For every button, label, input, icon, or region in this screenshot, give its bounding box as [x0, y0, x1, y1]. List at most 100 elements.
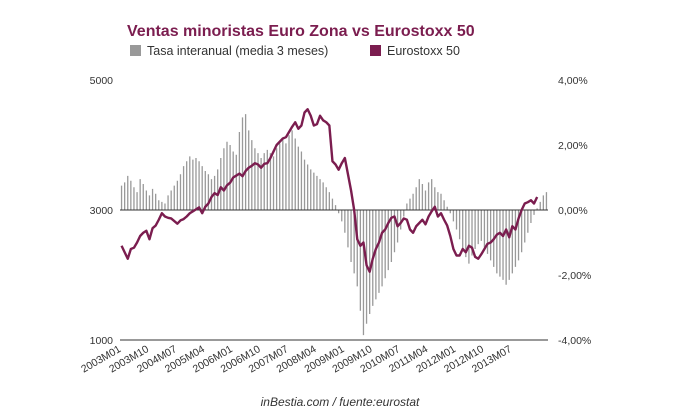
bar	[443, 200, 445, 210]
bar	[226, 141, 228, 210]
right-tick-label: 2,00%	[558, 140, 588, 152]
bar	[505, 210, 507, 285]
legend-swatch-eurostoxx	[370, 45, 381, 56]
bar	[310, 169, 312, 211]
bar	[347, 210, 349, 248]
bar	[158, 200, 160, 210]
bar	[263, 153, 265, 211]
bar	[409, 198, 411, 211]
bar	[359, 210, 362, 311]
bar	[350, 210, 352, 262]
bar	[446, 206, 448, 210]
bar	[452, 210, 455, 222]
bar	[164, 203, 166, 210]
bar	[173, 185, 175, 211]
bar	[412, 193, 414, 210]
bar	[124, 182, 126, 211]
bar	[322, 182, 324, 211]
bar	[418, 179, 420, 211]
bar	[210, 179, 213, 211]
bar	[136, 192, 138, 211]
bar	[539, 201, 541, 211]
bar	[189, 156, 191, 211]
bar	[334, 205, 337, 211]
bar	[415, 187, 417, 210]
bar	[328, 192, 330, 211]
bar	[536, 208, 538, 211]
bar	[269, 153, 272, 211]
bar	[161, 201, 163, 211]
bar	[356, 210, 358, 287]
bar	[313, 172, 315, 211]
bar	[303, 159, 306, 211]
bar	[145, 190, 148, 210]
bar	[195, 158, 197, 210]
bar	[527, 210, 529, 233]
bar	[217, 169, 219, 211]
bar	[502, 210, 504, 280]
bar	[244, 114, 247, 211]
right-tick-label: -4,00%	[558, 335, 591, 347]
bar	[319, 179, 321, 211]
bar	[179, 174, 182, 210]
bar	[192, 159, 194, 211]
bar	[514, 210, 517, 267]
bar	[406, 203, 408, 210]
bar	[148, 195, 151, 211]
bar	[462, 210, 464, 249]
bar	[471, 210, 473, 256]
bar	[440, 193, 442, 210]
bar	[207, 174, 210, 210]
x-axis-ticks: 2003M012003M102004M072005M042006M012006M…	[79, 343, 514, 375]
bar	[294, 138, 296, 210]
chart-title: Ventas minoristas Euro Zona vs Eurostoxx…	[127, 23, 475, 40]
bar	[517, 210, 520, 261]
bar	[458, 210, 461, 240]
bar	[279, 143, 281, 211]
bar	[434, 187, 436, 210]
right-axis-ticks: 4,00% 2,00% 0,00% -2,00% -4,00%	[558, 75, 591, 347]
bar	[182, 166, 185, 211]
bar	[331, 198, 334, 211]
bar	[155, 193, 157, 210]
bar	[338, 210, 340, 214]
bar	[431, 179, 433, 211]
right-tick-label: -2,00%	[558, 270, 591, 282]
bar	[375, 210, 377, 300]
bar	[483, 210, 486, 248]
bar	[545, 192, 548, 211]
right-tick-label: 4,00%	[558, 75, 588, 87]
legend: Tasa interanual (media 3 meses) Eurostox…	[130, 44, 460, 58]
bar	[508, 210, 510, 280]
bar	[390, 210, 393, 262]
bar	[170, 190, 172, 210]
bar	[465, 210, 467, 258]
bar	[238, 132, 241, 210]
left-tick-label: 1000	[90, 335, 114, 347]
bar	[282, 140, 284, 211]
bar	[474, 210, 476, 249]
bar	[496, 210, 498, 274]
bar	[325, 187, 327, 210]
bar	[455, 210, 458, 230]
bar	[400, 210, 402, 230]
bar	[291, 130, 293, 211]
bar	[362, 210, 365, 336]
bar	[530, 210, 532, 223]
eurostoxx-line	[120, 108, 539, 273]
bar	[257, 153, 259, 211]
bar	[201, 166, 203, 211]
bar	[127, 175, 129, 211]
bar	[489, 210, 492, 261]
bar	[437, 192, 439, 211]
bar	[477, 210, 479, 245]
bar	[393, 210, 396, 253]
bar	[387, 210, 389, 271]
legend-label-tasa: Tasa interanual (media 3 meses)	[147, 44, 328, 58]
bar	[486, 210, 489, 254]
legend-label-eurostoxx: Eurostoxx 50	[387, 44, 460, 58]
bar	[220, 158, 222, 210]
bar	[344, 210, 346, 233]
bar	[235, 154, 237, 210]
bar	[403, 210, 405, 217]
